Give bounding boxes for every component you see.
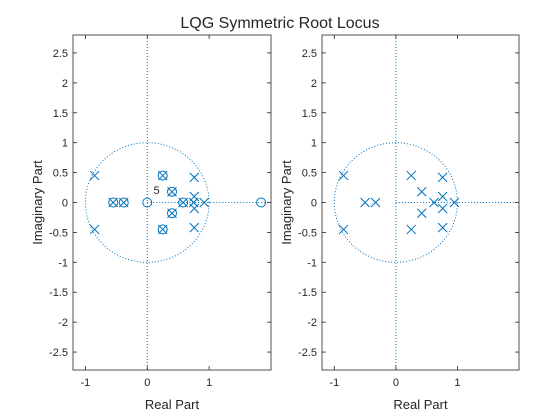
y-tick-label: 1.5 — [53, 108, 68, 120]
multiplicity-label: 5 — [153, 185, 159, 197]
pole-marker — [199, 197, 210, 208]
pole-marker — [189, 172, 200, 183]
left-root-locus-plot: -2.5 -2 -1.5 -1 -0.5 0 0.5 1 1.5 2 2.5 -1 0 1 Real Par… — [30, 34, 272, 412]
pole-marker — [189, 222, 200, 233]
right-root-locus-plot: -2.5 -2 -1.5 -1 -0.5 0 0.5 1 1.5 2 2.5 -1 0 1 Real Par… — [279, 34, 520, 412]
pole-marker — [429, 197, 439, 208]
zero-marker — [256, 197, 267, 208]
zero-marker — [167, 186, 177, 197]
x-axis-label: Real Part — [145, 397, 200, 412]
y-tick-label: 2 — [311, 78, 317, 90]
zero-marker — [157, 170, 168, 181]
zero-marker — [178, 197, 189, 208]
zero-marker — [167, 208, 177, 219]
y-axis-label: Imaginary Part — [279, 160, 294, 245]
x-tick-label: 0 — [393, 377, 399, 389]
figure-title: LQG Symmetric Root Locus — [180, 15, 379, 32]
pole-marker — [406, 224, 417, 235]
y-tick-label: 0 — [62, 198, 68, 210]
y-tick-label: 2.5 — [53, 48, 68, 60]
y-tick-label: 0 — [311, 198, 317, 210]
y-tick-label: -2.5 — [298, 347, 317, 359]
pole-marker — [189, 191, 200, 202]
zero-marker — [157, 224, 168, 235]
unit-circle — [84, 142, 210, 263]
pole-marker — [338, 170, 349, 181]
zero-marker — [108, 197, 119, 208]
y-tick-label: 1 — [62, 138, 68, 150]
pole-marker — [437, 191, 448, 202]
y-tick-label: -0.5 — [298, 227, 317, 239]
pole-marker — [416, 208, 427, 219]
pole-marker — [338, 224, 349, 235]
y-tick-label: 2.5 — [302, 48, 317, 60]
pole-marker — [360, 197, 370, 208]
pole-marker — [416, 186, 427, 197]
pole-marker — [406, 170, 417, 181]
y-axis-label: Imaginary Part — [30, 160, 45, 245]
y-tick-label: -1.5 — [298, 287, 317, 299]
pole-marker — [89, 224, 100, 235]
y-tick-label: -1 — [307, 257, 317, 269]
y-tick-label: 2 — [62, 78, 68, 90]
x-tick-label: -1 — [80, 377, 90, 389]
pole-marker — [437, 172, 448, 183]
pole-marker — [437, 222, 448, 233]
pole-marker — [449, 197, 460, 208]
pole-marker — [370, 197, 381, 208]
y-tick-label: 0.5 — [53, 168, 68, 180]
y-tick-label: -2 — [307, 317, 317, 329]
y-tick-label: 1 — [311, 138, 317, 150]
zero-marker — [118, 197, 129, 208]
x-axis-label: Real Part — [393, 397, 448, 412]
x-tick-label: -1 — [329, 377, 339, 389]
y-tick-label: -1.5 — [49, 287, 68, 299]
y-tick-label: -0.5 — [49, 227, 68, 239]
x-tick-label: 0 — [144, 377, 150, 389]
zero-marker — [142, 197, 153, 208]
x-tick-label: 1 — [454, 377, 460, 389]
y-tick-label: 0.5 — [302, 168, 317, 180]
pole-marker — [189, 203, 200, 214]
pole-marker — [437, 203, 448, 214]
y-tick-label: -2.5 — [49, 347, 68, 359]
unit-circle — [333, 142, 458, 263]
y-tick-label: -2 — [58, 317, 68, 329]
pole-marker — [89, 170, 100, 181]
x-tick-label: 1 — [206, 377, 212, 389]
y-tick-label: 1.5 — [302, 108, 317, 120]
y-tick-label: -1 — [58, 257, 68, 269]
